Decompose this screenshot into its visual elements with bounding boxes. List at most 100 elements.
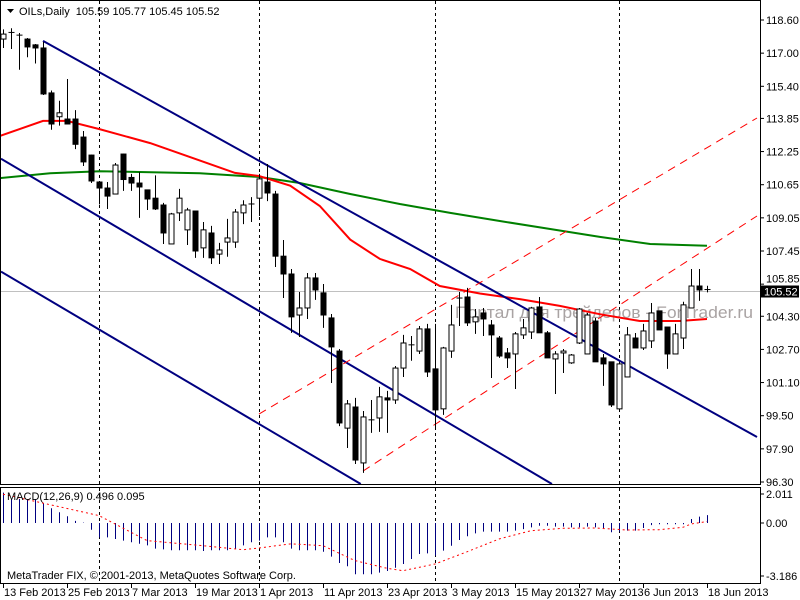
candle bbox=[48, 90, 55, 130]
candle-body bbox=[336, 350, 343, 424]
candle-body bbox=[192, 210, 199, 252]
candle-body bbox=[664, 326, 671, 355]
candle bbox=[376, 386, 383, 432]
candle-body bbox=[328, 317, 335, 348]
candle bbox=[136, 172, 143, 218]
candle bbox=[32, 44, 39, 64]
candle bbox=[600, 353, 607, 386]
candle bbox=[640, 323, 647, 351]
candle-body bbox=[352, 406, 359, 461]
candle bbox=[680, 301, 687, 349]
candle-body bbox=[40, 47, 47, 95]
candle-body bbox=[136, 182, 143, 188]
candle-body bbox=[80, 136, 87, 163]
macd-signal-line bbox=[2, 493, 708, 572]
macd-tick-label: -3.186 bbox=[766, 571, 797, 583]
date-tick-label: 6 Jun 2013 bbox=[644, 587, 698, 599]
ohlc-values: 105.59 105.77 105.45 105.52 bbox=[76, 6, 220, 18]
candle bbox=[704, 285, 711, 293]
candle bbox=[488, 319, 495, 378]
price-tick-label: 99.50 bbox=[766, 411, 794, 423]
candle-body bbox=[1, 33, 7, 40]
candle bbox=[344, 399, 351, 449]
candle-body bbox=[472, 316, 479, 323]
channel-line bbox=[42, 40, 758, 438]
macd-panel[interactable] bbox=[0, 487, 761, 584]
dropdown-triangle-icon[interactable] bbox=[7, 9, 14, 13]
symbol-label: OILs,Daily bbox=[19, 6, 70, 18]
price-tick-label: 105.85 bbox=[766, 274, 800, 286]
candle bbox=[64, 79, 71, 125]
candle bbox=[552, 351, 559, 394]
candle bbox=[8, 28, 15, 50]
candle bbox=[456, 292, 463, 326]
trend-line bbox=[258, 117, 758, 415]
candles bbox=[1, 28, 711, 473]
candle-body bbox=[296, 307, 303, 316]
candle bbox=[280, 240, 287, 299]
candle-body bbox=[240, 204, 247, 214]
candle-body bbox=[264, 181, 271, 194]
candle bbox=[128, 173, 135, 191]
date-tick-label: 15 May 2013 bbox=[516, 587, 580, 599]
candle-body bbox=[536, 306, 543, 334]
candle-body bbox=[280, 255, 287, 275]
candle bbox=[400, 334, 407, 377]
candle bbox=[96, 181, 103, 205]
candle-body bbox=[560, 350, 567, 354]
candle-body bbox=[480, 312, 487, 320]
candle bbox=[392, 365, 399, 404]
candle bbox=[408, 335, 415, 361]
price-tick-label: 107.45 bbox=[766, 246, 800, 258]
candle bbox=[288, 269, 295, 333]
candle-body bbox=[632, 337, 639, 349]
candle bbox=[272, 190, 279, 267]
macd-tick-label: 0.00 bbox=[766, 518, 787, 530]
current-price-badge: 105.52 bbox=[761, 285, 799, 299]
candle-body bbox=[144, 189, 151, 200]
candle-body bbox=[304, 277, 311, 309]
candle bbox=[112, 162, 119, 195]
candle bbox=[528, 306, 535, 340]
price-tick-label: 96.30 bbox=[766, 477, 794, 489]
price-tick-label: 101.10 bbox=[766, 378, 800, 390]
candle-body bbox=[360, 416, 367, 464]
candle bbox=[584, 312, 591, 355]
candle bbox=[24, 38, 31, 58]
candle bbox=[608, 361, 615, 408]
candle-body bbox=[440, 347, 447, 410]
candle-body bbox=[400, 342, 407, 369]
candle bbox=[232, 208, 239, 248]
chart-header: OILs,Daily 105.59 105.77 105.45 105.52 bbox=[19, 6, 220, 18]
candle-body bbox=[568, 354, 575, 364]
price-tick-label: 115.40 bbox=[766, 81, 799, 93]
candle-body bbox=[448, 324, 455, 352]
candle-body bbox=[176, 197, 183, 214]
candle-body bbox=[680, 304, 687, 339]
candle bbox=[200, 221, 207, 258]
date-tick-label: 13 Feb 2013 bbox=[4, 587, 66, 599]
candle-body bbox=[256, 178, 263, 199]
candle-body bbox=[544, 332, 551, 359]
candle bbox=[440, 346, 447, 415]
candle bbox=[88, 154, 95, 184]
candle-body bbox=[104, 187, 111, 197]
candle-body bbox=[376, 396, 383, 419]
candle bbox=[312, 272, 319, 300]
candle-body bbox=[232, 211, 239, 243]
candle bbox=[56, 100, 63, 126]
candle bbox=[328, 313, 335, 383]
candle-body bbox=[656, 310, 663, 331]
candle bbox=[560, 348, 567, 374]
candle-body bbox=[528, 307, 535, 333]
candle-body bbox=[96, 181, 103, 189]
candle-body bbox=[648, 312, 655, 342]
current-price-label: 105.52 bbox=[764, 287, 798, 299]
candle-body bbox=[672, 333, 679, 355]
candle bbox=[480, 307, 487, 336]
price-axis: 118.60 117.00 115.40 113.85 112.25 110.65 109.… bbox=[760, 15, 800, 489]
candle bbox=[256, 173, 263, 216]
candle bbox=[296, 292, 303, 337]
candle-body bbox=[288, 273, 295, 318]
